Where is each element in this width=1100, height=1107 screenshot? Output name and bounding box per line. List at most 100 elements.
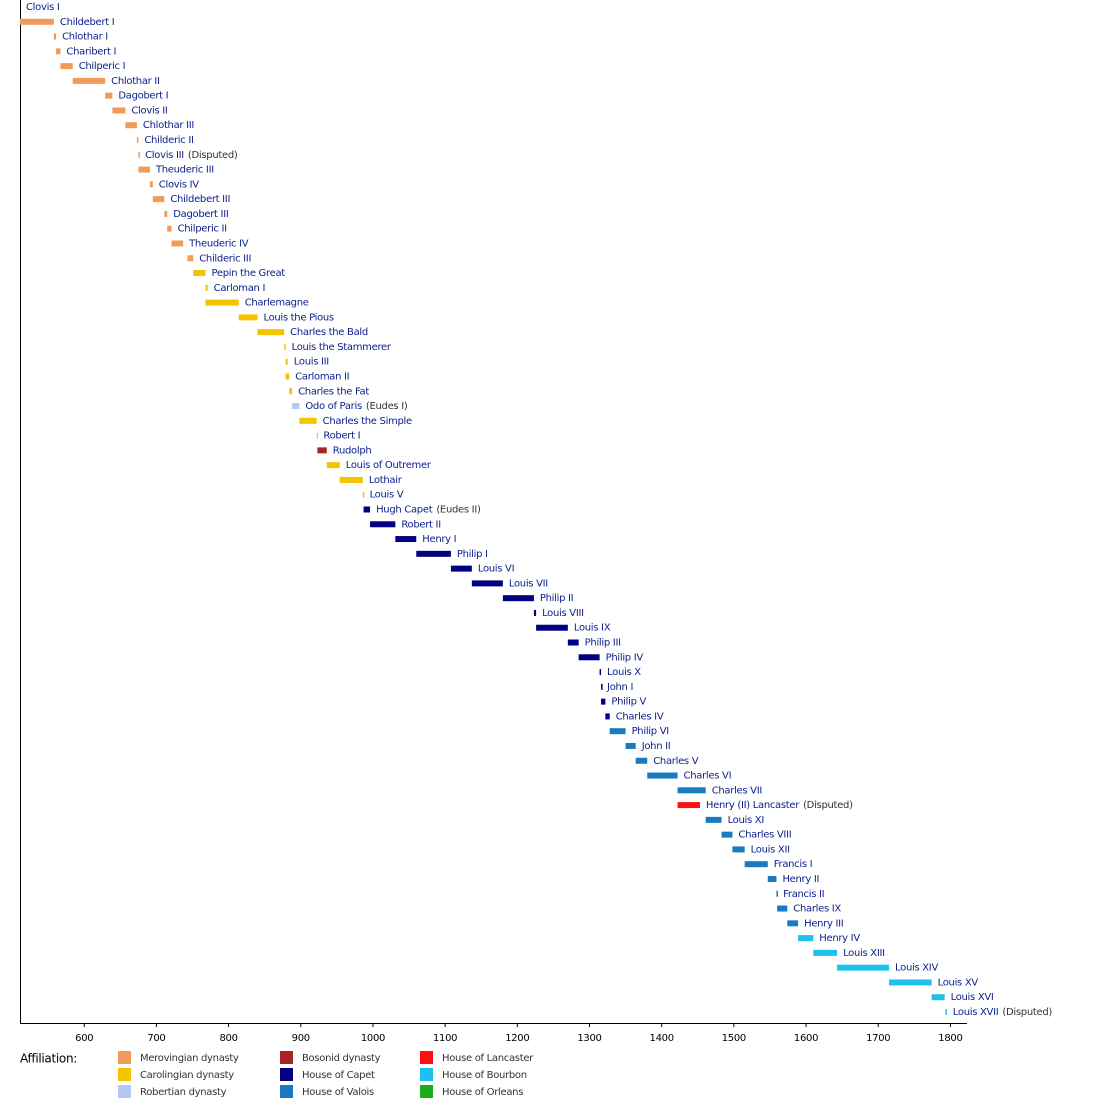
monarch-label: Louis XIII <box>843 948 885 959</box>
monarch-label: Chilperic I <box>79 61 126 72</box>
reign-bar <box>187 255 194 262</box>
reign-bar <box>798 935 814 942</box>
reign-bar <box>471 580 503 587</box>
monarch-label: Louis the Pious <box>263 312 333 323</box>
monarch-name: Francis I <box>774 859 813 870</box>
x-tick-label: 700 <box>147 1033 165 1044</box>
reign-bar <box>647 772 678 779</box>
reign-bar <box>945 1009 947 1015</box>
reign-bar <box>289 388 293 395</box>
monarch-label: Childeric III <box>199 253 251 264</box>
reign-bar <box>721 831 733 838</box>
reign-bar <box>171 240 184 247</box>
monarch-label: Chlothar I <box>62 32 108 43</box>
monarch-name: Charibert I <box>66 46 116 57</box>
reign-bar <box>238 314 258 321</box>
monarch-label: Philip III <box>585 638 621 649</box>
monarch-label: Louis IX <box>574 623 611 634</box>
monarch-name: Philip VI <box>632 726 669 737</box>
reign-bar <box>776 890 778 897</box>
legend-swatch <box>118 1068 131 1081</box>
monarch-label: Pepin the Great <box>212 268 286 279</box>
monarch-name: Louis XIII <box>843 948 885 959</box>
monarch-name: Henry II <box>782 874 819 885</box>
monarch-label: Louis XIV <box>895 963 938 974</box>
reign-bar <box>601 683 603 690</box>
reign-bar <box>285 358 288 365</box>
x-tick-label: 1200 <box>505 1033 529 1044</box>
monarch-name: Theuderic III <box>155 165 214 176</box>
monarch-name: Louis XIV <box>895 963 938 974</box>
legend-label: House of Bourbon <box>442 1070 527 1081</box>
x-tick-label: 1700 <box>866 1033 890 1044</box>
monarch-name: John I <box>606 682 633 693</box>
monarch-label: Charles V <box>653 756 698 767</box>
monarch-label: Dagobert III <box>173 209 228 220</box>
monarch-name: Louis IX <box>574 623 611 634</box>
x-tick-label: 900 <box>292 1033 310 1044</box>
monarch-name: Charles the Fat <box>298 386 369 397</box>
reign-bar <box>317 447 327 454</box>
reign-bar <box>931 994 945 1001</box>
monarch-label: Henry III <box>804 918 843 929</box>
reign-bar <box>837 964 890 971</box>
monarch-name: Louis XI <box>728 815 764 826</box>
monarch-name: Childebert I <box>60 17 114 28</box>
monarch-label: Henry (II) Lancaster (Disputed) <box>706 800 853 811</box>
monarch-label: Philip IV <box>606 652 644 663</box>
reign-bar <box>533 609 537 616</box>
x-tick-label: 1300 <box>577 1033 601 1044</box>
legend-swatch <box>420 1051 433 1064</box>
legend-label: House of Orleans <box>442 1087 523 1098</box>
monarch-label: Charles VIII <box>738 830 791 841</box>
monarch-name: Henry I <box>422 534 456 545</box>
legend-swatch <box>280 1085 293 1098</box>
reign-bar <box>677 802 700 809</box>
monarch-label: Theuderic III <box>155 165 214 176</box>
monarch-label: Carloman II <box>295 371 349 382</box>
monarch-label: Francis I <box>774 859 813 870</box>
x-tick-label: 1100 <box>433 1033 457 1044</box>
legend-swatch <box>280 1068 293 1081</box>
monarch-name: Louis the Stammerer <box>292 342 392 353</box>
x-tick-label: 1800 <box>938 1033 962 1044</box>
monarch-name: Louis XV <box>938 977 979 988</box>
reign-bar <box>316 432 319 439</box>
monarch-name: Chlothar II <box>111 76 160 87</box>
monarch-name: Chilperic II <box>178 224 227 235</box>
legend-swatch <box>118 1051 131 1064</box>
monarch-label: Louis XI <box>728 815 764 826</box>
monarch-name: Childebert III <box>170 194 230 205</box>
monarch-name: Charles the Bald <box>290 327 368 338</box>
reign-bar <box>149 181 153 188</box>
monarch-note: (Disputed) <box>188 150 238 161</box>
monarch-label: Charles the Simple <box>323 416 412 427</box>
monarch-name: Clovis I <box>26 2 60 13</box>
monarch-label: Chilperic II <box>178 224 227 235</box>
monarch-name: Hugh Capet <box>376 505 433 516</box>
legend-label: House of Capet <box>302 1070 375 1081</box>
monarch-name: Charles IX <box>793 904 841 915</box>
monarch-name: Chilperic I <box>79 61 126 72</box>
reign-bar <box>609 728 626 735</box>
reign-bar <box>326 462 340 469</box>
monarch-label: Charles VI <box>684 771 732 782</box>
reign-bar <box>339 476 363 483</box>
monarch-name: Louis VII <box>509 578 548 589</box>
monarch-label: Charlemagne <box>245 298 309 309</box>
monarch-label: Francis II <box>783 889 824 900</box>
monarch-label: Clovis III (Disputed) <box>145 150 238 161</box>
monarch-note: (Eudes II) <box>436 505 481 516</box>
monarch-label: Louis X <box>607 667 641 678</box>
reign-bar <box>72 77 106 84</box>
monarch-name: Clovis II <box>131 105 167 116</box>
monarch-name: Charles V <box>653 756 698 767</box>
reign-bar <box>777 905 788 912</box>
monarch-name: Louis X <box>607 667 641 678</box>
x-tick-label: 600 <box>75 1033 93 1044</box>
reign-bar <box>599 669 602 676</box>
monarch-label: Rudolph <box>333 445 372 456</box>
reign-bar <box>257 329 285 336</box>
monarch-name: Louis XVII <box>953 1007 999 1018</box>
